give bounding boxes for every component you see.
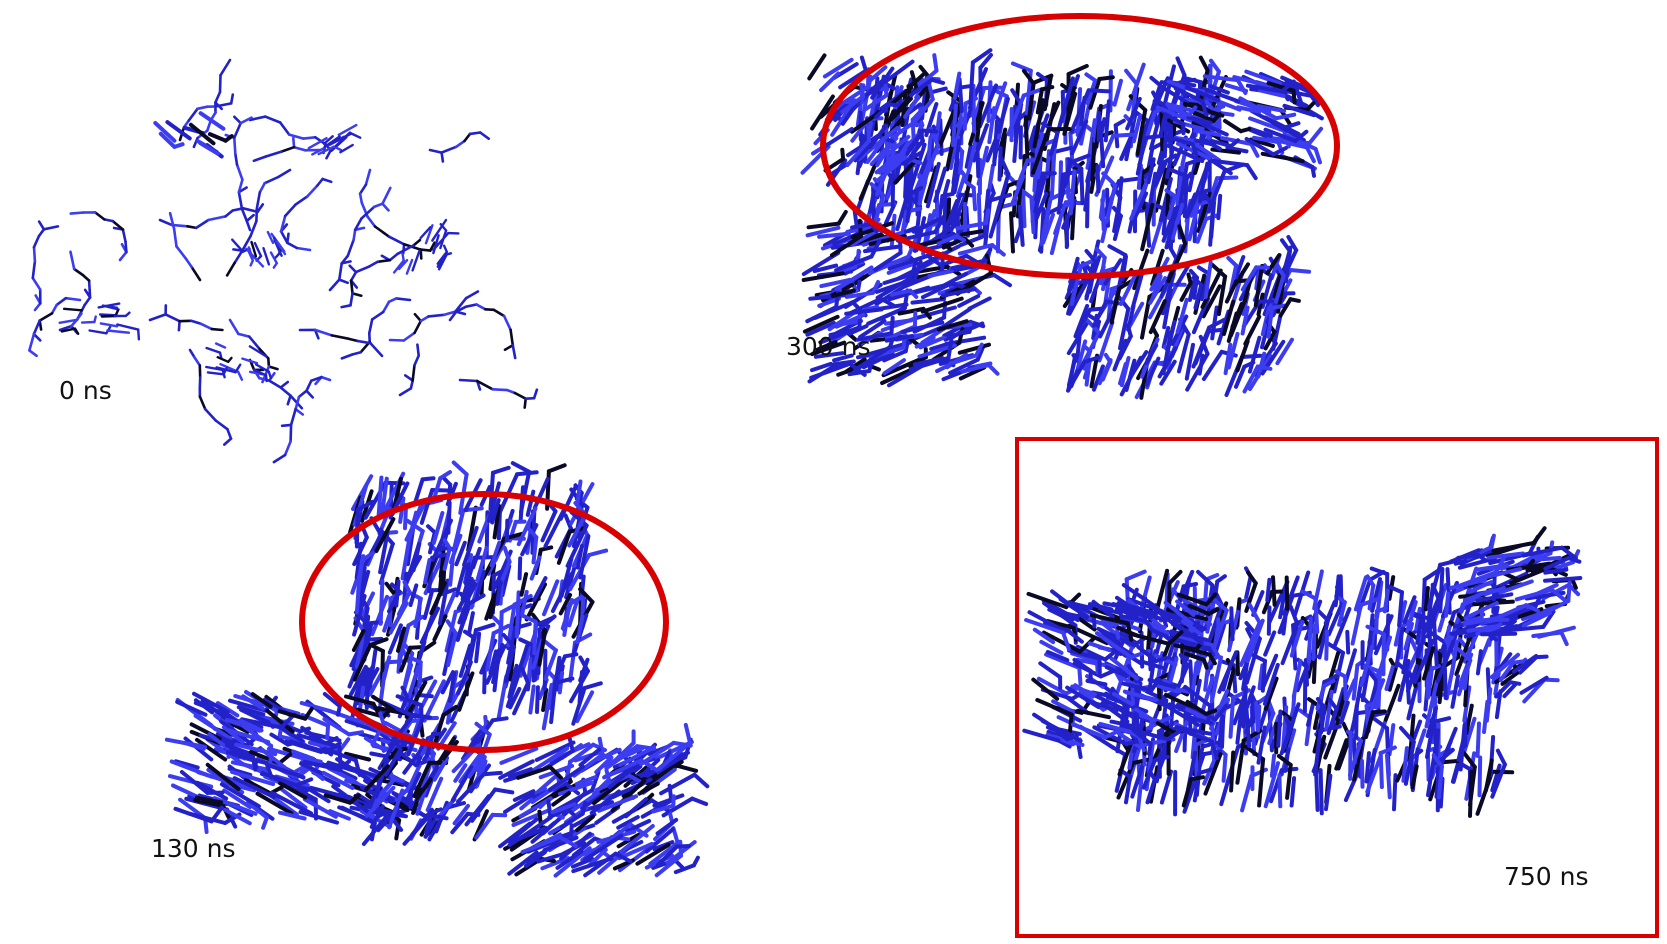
time-label-300ns: 300 ns: [786, 332, 871, 361]
snapshot-0ns-molecules: [28, 58, 539, 464]
time-label-750ns: 750 ns: [1504, 862, 1589, 891]
snapshot-750ns-molecules: [1022, 526, 1583, 818]
highlight-ellipse-300ns: [820, 13, 1340, 279]
highlight-box-750ns: [1015, 437, 1659, 938]
highlight-ellipse-130ns: [299, 491, 669, 753]
time-label-0ns: 0 ns: [59, 376, 112, 405]
snapshot-130ns-molecules: [164, 460, 710, 878]
time-label-130ns: 130 ns: [151, 834, 236, 863]
snapshot-300ns-molecules: [800, 48, 1324, 400]
